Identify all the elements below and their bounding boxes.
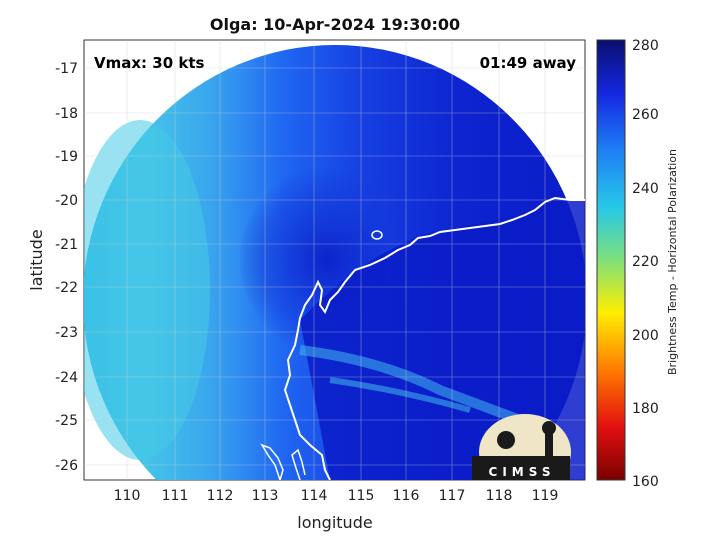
warm-band xyxy=(84,120,210,460)
colorbar-tick: 180 xyxy=(632,401,659,417)
logo-band xyxy=(472,456,570,480)
y-axis: -17 -18 -19 -20 -21 -22 -23 -24 -25 -26 xyxy=(55,61,78,474)
colorbar-tick: 220 xyxy=(632,254,659,270)
colorbar-tick: 240 xyxy=(632,181,659,197)
x-axis-label: longitude xyxy=(297,513,372,532)
logo-tower-icon xyxy=(545,428,553,458)
y-tick: -21 xyxy=(55,237,78,253)
vmax-label: Vmax: 30 kts xyxy=(94,54,204,72)
logo-dish-icon xyxy=(497,431,515,449)
logo-tower-top-icon xyxy=(542,421,556,435)
map-title: Olga: 10-Apr-2024 19:30:00 xyxy=(210,15,460,34)
x-tick: 113 xyxy=(252,488,279,504)
x-tick: 117 xyxy=(439,488,466,504)
y-tick: -19 xyxy=(55,149,78,165)
colorbar-tick: 260 xyxy=(632,107,659,123)
y-tick: -25 xyxy=(55,413,78,429)
swath-layer: CIMSS xyxy=(84,40,585,480)
island xyxy=(371,230,383,240)
y-tick: -18 xyxy=(55,106,78,122)
cimss-logo: CIMSS xyxy=(472,414,571,480)
x-tick: 116 xyxy=(393,488,420,504)
colorbar-label: Brightness Temp - Horizontal Polarizatio… xyxy=(666,149,679,375)
coastline-peninsula xyxy=(291,448,306,480)
coastline-bay xyxy=(260,443,284,480)
colorbar xyxy=(596,39,626,481)
y-tick: -22 xyxy=(55,280,78,296)
y-tick: -23 xyxy=(55,325,78,341)
x-axis: 110 111 112 113 114 115 116 117 118 119 xyxy=(114,488,559,504)
logo-text: CIMSS xyxy=(489,465,556,479)
rainband-2 xyxy=(329,377,471,413)
colorbar-tick: 200 xyxy=(632,328,659,344)
coastline xyxy=(283,196,585,480)
y-tick: -20 xyxy=(55,193,78,209)
x-tick: 115 xyxy=(348,488,375,504)
land-region xyxy=(300,200,585,480)
colorbar-tick: 280 xyxy=(632,38,659,54)
away-label: 01:49 away xyxy=(480,54,577,72)
x-tick: 114 xyxy=(301,488,328,504)
x-tick: 111 xyxy=(162,488,189,504)
colorbar-tick: 160 xyxy=(632,474,659,490)
x-tick: 119 xyxy=(532,488,559,504)
rainband-1 xyxy=(299,345,522,425)
grid xyxy=(84,40,585,480)
x-tick: 112 xyxy=(207,488,234,504)
y-axis-label: latitude xyxy=(27,229,46,290)
y-tick: -17 xyxy=(55,61,78,77)
colorbar-ticks: 280 260 240 220 200 180 160 xyxy=(632,38,659,490)
x-tick: 118 xyxy=(486,488,513,504)
y-tick: -24 xyxy=(55,370,78,386)
x-tick: 110 xyxy=(114,488,141,504)
y-tick: -26 xyxy=(55,458,78,474)
